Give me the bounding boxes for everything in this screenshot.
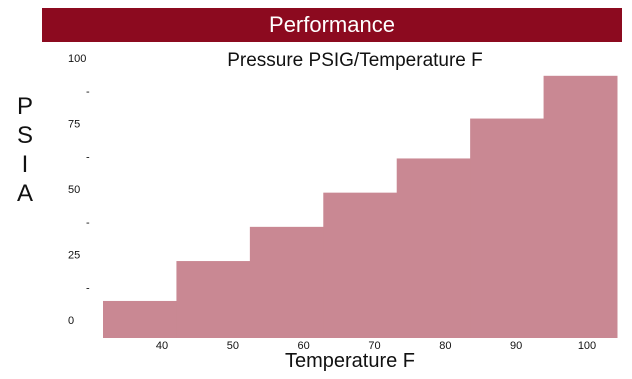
banner-title: Performance — [269, 12, 395, 37]
step-bar-3 — [249, 226, 324, 338]
x-tick-label: 90 — [510, 340, 522, 352]
chart-title: Pressure PSIG/Temperature F — [227, 50, 483, 71]
y-tick-label: 0 — [68, 315, 74, 327]
x-tick-label: 70 — [368, 340, 380, 352]
x-tick-label: 60 — [298, 340, 310, 352]
x-tick-label: 80 — [439, 340, 451, 352]
step-bar-5 — [396, 158, 471, 338]
y-tick-label: - — [86, 217, 90, 229]
step-bar-4 — [323, 192, 398, 338]
x-tick-label: 100 — [578, 340, 596, 352]
y-tick-label: - — [86, 151, 90, 163]
step-bar-6 — [470, 118, 545, 338]
y-tick-label: - — [86, 86, 90, 98]
y-tick-label: 100 — [68, 53, 86, 65]
x-tick-label: 40 — [156, 340, 168, 352]
y-tick-label: - — [86, 282, 90, 294]
y-axis-label: PSIA — [16, 93, 33, 207]
x-axis-label: Temperature F — [284, 350, 416, 372]
step-bar-7 — [543, 75, 618, 339]
y-tick-label: 25 — [68, 250, 80, 262]
y-tick-label: 75 — [68, 119, 80, 131]
step-bar-2 — [176, 261, 251, 338]
y-tick-label: 50 — [68, 184, 80, 196]
x-tick-label: 50 — [227, 340, 239, 352]
performance-banner: Performance — [42, 8, 622, 42]
step-bar-1 — [103, 300, 177, 338]
